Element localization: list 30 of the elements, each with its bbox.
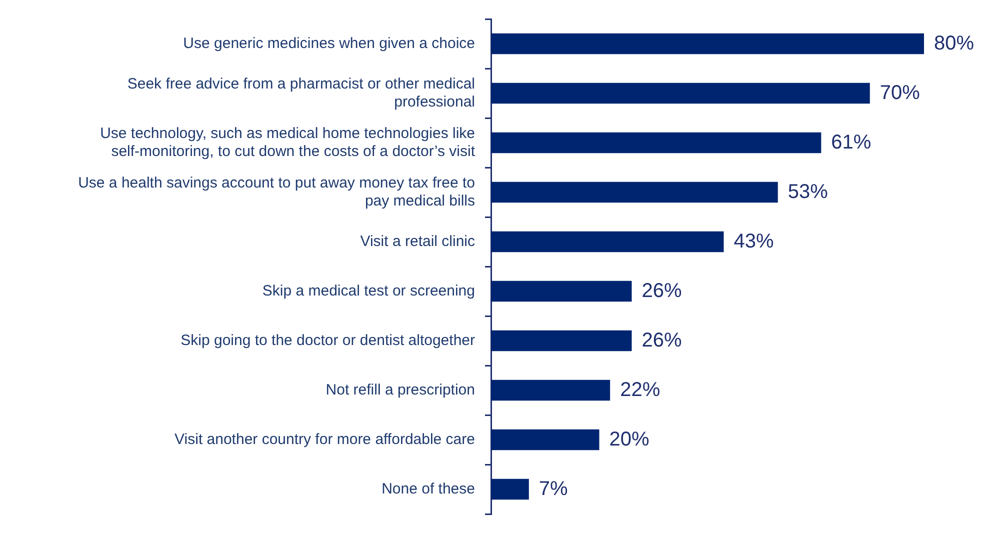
bar (491, 182, 778, 203)
data-label: 43% (734, 230, 774, 252)
bar (491, 429, 600, 450)
data-label: 26% (642, 280, 682, 302)
y-tick-label: Use a health savings account to put away money tax free to pay medical bills (78, 174, 475, 210)
bar (491, 330, 632, 352)
data-label: 53% (788, 180, 828, 203)
bar (491, 231, 724, 252)
y-tick-label: Seek free advice from a pharmacist or other medical professional (127, 75, 475, 110)
data-label: 20% (609, 428, 650, 450)
y-tick-label: Not refill a prescription (326, 381, 475, 398)
data-label: 80% (934, 32, 974, 54)
y-tick-label: Use generic medicines when given a choice (183, 34, 475, 52)
bar (491, 82, 870, 104)
data-label: 70% (880, 82, 920, 104)
data-label: 61% (831, 131, 872, 154)
data-label: 22% (620, 378, 660, 401)
y-tick-label: Skip a medical test or screening (262, 282, 475, 300)
bar (491, 33, 924, 54)
data-label: 7% (538, 478, 568, 500)
y-tick-label: Skip going to the doctor or dentist altogether (180, 332, 475, 349)
bar (491, 280, 632, 302)
y-tick-label: Use technology, such as medical home technologies like self-monitoring, to cut down the costs of a doctor’s visit (100, 124, 476, 160)
bar (491, 380, 610, 401)
y-tick-label: Visit another country for more affordable care (174, 430, 475, 448)
y-tick-label: None of these (382, 480, 475, 498)
bar (491, 478, 529, 500)
y-tick-label: Visit a retail clinic (360, 232, 476, 250)
data-label: 26% (642, 329, 682, 352)
bar (491, 132, 822, 154)
